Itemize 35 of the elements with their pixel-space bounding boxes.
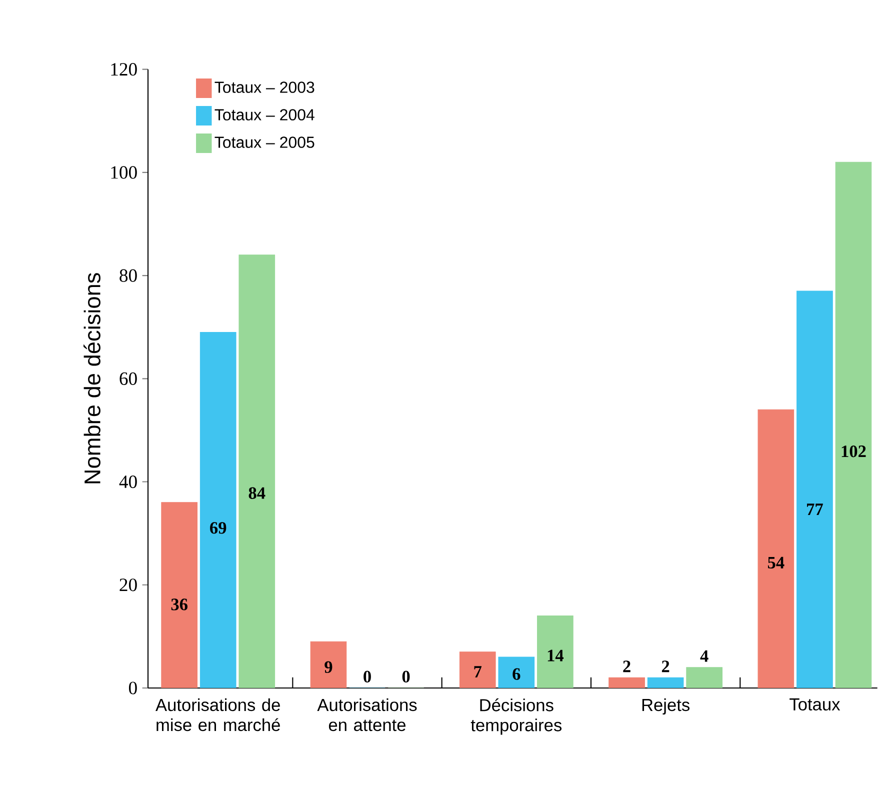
y-tick-label: 120 [111, 62, 137, 76]
data-label: 54 [768, 556, 784, 568]
x-tick-label: Autorisations de mise en marché [156, 698, 280, 731]
y-tick-label: 40 [119, 475, 137, 488]
legend-label: Totaux – 2005 [214, 136, 314, 148]
data-label: 84 [248, 487, 266, 499]
y-tick-label: 60 [120, 372, 137, 385]
data-label: 14 [548, 650, 564, 662]
y-tick-label: 80 [120, 269, 137, 282]
y-axis-title: Nombre de décisions [84, 272, 100, 484]
data-label: 9 [324, 661, 332, 673]
data-label: 2 [623, 660, 630, 672]
legend-label: Totaux – 2004 [214, 108, 314, 120]
y-tick-label: 100 [111, 166, 137, 179]
bar [200, 332, 236, 688]
x-tick-label: Décisions temporaires [470, 698, 562, 735]
x-tick-label: Autorisations en attente [317, 698, 417, 731]
data-label: 0 [402, 670, 410, 682]
bar [647, 677, 684, 688]
data-label: 7 [474, 666, 482, 678]
data-label: 102 [842, 445, 866, 458]
data-label: 6 [512, 668, 520, 680]
data-label: 69 [210, 522, 226, 534]
x-tick-label: Rejets [642, 698, 690, 714]
bar [796, 290, 833, 688]
y-tick-label: 20 [120, 578, 137, 592]
data-label: 4 [700, 650, 708, 662]
data-label: 77 [807, 504, 823, 515]
data-label: 36 [171, 598, 188, 610]
data-label: 2 [662, 660, 670, 672]
legend-label: Totaux – 2003 [214, 81, 314, 93]
x-tick-label: Totaux [790, 698, 840, 710]
data-label: 0 [364, 670, 371, 682]
bar [498, 656, 535, 688]
y-tick-label: 0 [128, 682, 137, 694]
